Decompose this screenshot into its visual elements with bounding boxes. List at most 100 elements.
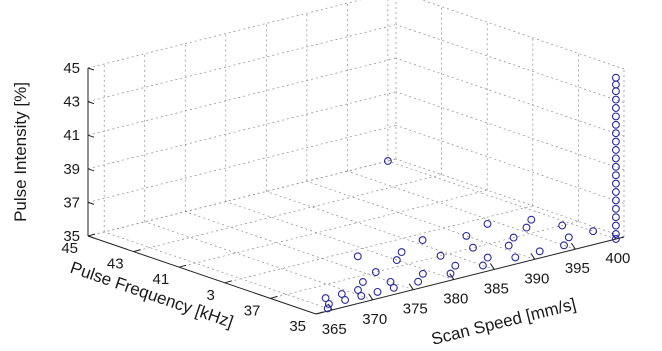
data-point <box>509 233 518 242</box>
z-tick-label: 37 <box>63 194 80 211</box>
x-tick-mark <box>489 263 495 270</box>
x-tick-mark <box>530 253 536 260</box>
floor-grid-line <box>266 191 495 270</box>
data-point <box>611 179 620 188</box>
data-point <box>560 241 568 250</box>
y-tick-label: 45 <box>61 240 78 257</box>
x-tick-label: 385 <box>484 280 509 297</box>
data-point <box>353 252 362 261</box>
data-point <box>611 204 620 213</box>
data-point <box>483 253 492 262</box>
data-point <box>373 287 382 296</box>
data-point <box>436 251 445 260</box>
y-tick-label: 35 <box>289 318 306 335</box>
side-wall-grid-line <box>395 57 625 137</box>
side-wall-grid-line <box>395 91 625 171</box>
z-tick-mark <box>87 67 95 71</box>
x-tick-mark <box>570 242 576 250</box>
y-tick-label: 43 <box>107 256 124 273</box>
data-point <box>611 87 620 96</box>
data-point <box>469 243 477 252</box>
data-point <box>611 137 620 146</box>
data-point <box>323 304 332 313</box>
z-tick-mark <box>87 168 95 172</box>
floor-grid-line <box>225 201 454 280</box>
x-tick-mark <box>368 293 374 301</box>
side-wall-grid-line <box>421 0 625 70</box>
data-point <box>446 269 455 278</box>
z-tick-label: 35 <box>63 228 80 245</box>
data-point <box>354 286 362 294</box>
data-point <box>371 268 380 277</box>
data-point <box>418 236 427 245</box>
grid-layer <box>87 0 625 315</box>
z-tick-mark <box>87 134 95 138</box>
data-point <box>611 112 620 121</box>
z-tick-label: 39 <box>63 161 80 178</box>
y-tick-mark <box>133 249 141 253</box>
data-point <box>511 253 520 262</box>
data-point <box>611 120 620 129</box>
data-point <box>611 104 620 112</box>
x-tick-label: 370 <box>362 311 387 328</box>
data-point <box>611 129 620 138</box>
y-tick-mark <box>87 233 96 237</box>
side-wall-grid-line <box>395 24 625 103</box>
z-tick-label: 41 <box>63 127 80 144</box>
y-tick-label: 37 <box>244 302 261 319</box>
data-point <box>383 157 392 165</box>
data-point <box>611 154 620 163</box>
x-tick-label: 380 <box>443 291 468 308</box>
data-point <box>504 241 513 250</box>
y-tick-mark <box>224 280 232 284</box>
data-point <box>611 146 620 154</box>
z-tick-label: 43 <box>63 94 80 111</box>
y-axis-line <box>87 235 317 315</box>
back-wall-grid-line <box>87 0 362 69</box>
data-point <box>386 277 395 286</box>
data-point <box>611 188 620 196</box>
z-axis-label: Pulse Intensity [%] <box>11 82 30 222</box>
y-tick-mark <box>179 264 187 268</box>
x-tick-mark <box>408 283 414 290</box>
data-point <box>564 233 573 242</box>
back-wall-grid-line <box>87 24 397 102</box>
data-point <box>611 171 620 180</box>
data-point <box>611 162 620 171</box>
axis-layer <box>87 67 625 315</box>
tick-label-layer: 35 37 39 41 43 45 45 43 41 3 37 35 365 370 375 380 385 39… <box>61 60 630 338</box>
data-point <box>357 291 366 300</box>
data-point <box>358 278 367 286</box>
data-point-layer <box>321 73 620 313</box>
data-point <box>451 261 460 270</box>
floor-grid-line <box>306 180 535 260</box>
data-point <box>611 73 620 82</box>
side-wall-grid-line <box>395 125 625 204</box>
y-tick-label: 3 <box>206 287 214 304</box>
floor-grid-line <box>387 160 617 240</box>
data-point <box>611 221 620 230</box>
floor-grid-line <box>144 221 373 301</box>
data-point <box>589 227 598 236</box>
back-wall-grid-line <box>87 91 397 170</box>
data-point <box>418 269 427 278</box>
z-tick-mark <box>87 235 95 239</box>
floor-grid-line <box>185 211 414 291</box>
y-tick-mark <box>315 311 324 315</box>
data-point <box>341 296 350 304</box>
data-point <box>522 223 531 232</box>
z-tick-label: 45 <box>63 60 80 77</box>
data-point <box>527 215 536 224</box>
data-point <box>392 256 401 265</box>
z-tick-mark <box>87 101 95 105</box>
x-tick-label: 390 <box>524 270 549 287</box>
x-tick-label: 395 <box>565 260 590 277</box>
data-point <box>397 248 406 257</box>
data-point <box>414 277 423 286</box>
data-point <box>321 294 330 303</box>
data-point <box>535 247 544 256</box>
floor-grid-line <box>104 231 333 311</box>
data-point <box>611 235 620 243</box>
data-point <box>611 80 620 89</box>
